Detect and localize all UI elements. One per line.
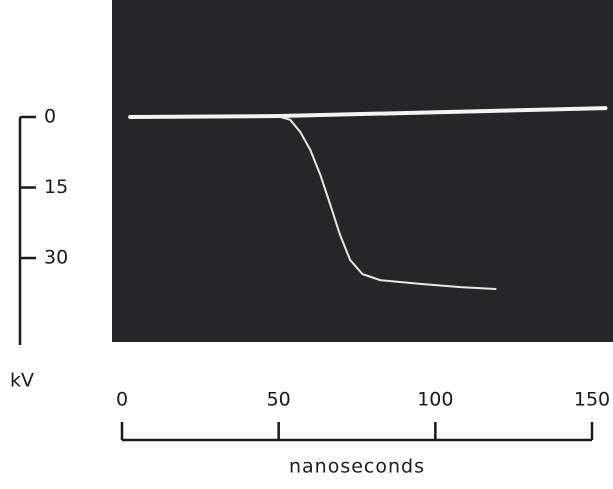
y-tick-label: 30 [44,247,68,269]
x-axis-label: nanoseconds [289,456,425,478]
chart: kV nanoseconds 0 15 30 0 50 100 150 [0,0,613,489]
x-tick-label: 150 [574,389,610,411]
x-tick-label: 0 [116,389,128,411]
y-axis-label: kV [10,370,34,392]
y-tick-label: 0 [44,106,56,128]
oscilloscope-screen [112,0,613,342]
x-tick-label: 100 [417,389,453,411]
y-tick-label: 15 [44,176,68,198]
x-tick-label: 50 [267,389,291,411]
